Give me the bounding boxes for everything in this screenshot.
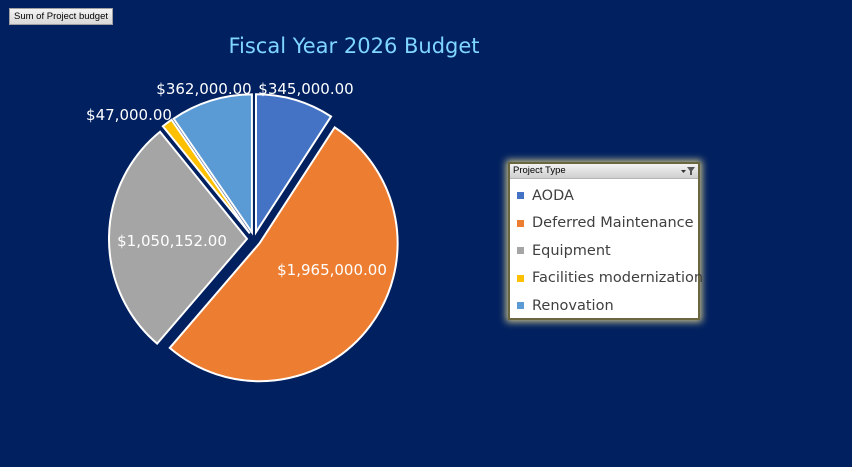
- pie-slice-aoda[interactable]: [254, 93, 333, 236]
- legend-label: Deferred Maintenance: [532, 215, 694, 232]
- legend-label: AODA: [532, 187, 574, 204]
- chart-title: Fiscal Year 2026 Budget: [228, 34, 480, 58]
- legend-label: Facilities modernization: [532, 270, 704, 287]
- legend-header: Project Type: [510, 164, 698, 179]
- legend-item-renovation[interactable]: Renovation: [510, 292, 698, 320]
- pie-slice-equipment[interactable]: [108, 130, 249, 346]
- legend-item-facilities-modernization[interactable]: Facilities modernization: [510, 265, 703, 293]
- legend-header-label: Project Type: [513, 165, 566, 176]
- data-label-equipment: $1,050,152.00: [117, 232, 227, 250]
- legend-label: Equipment: [532, 242, 611, 259]
- legend-item-deferred-maintenance[interactable]: Deferred Maintenance: [510, 210, 698, 238]
- filter-dropdown-icon[interactable]: [680, 165, 696, 177]
- data-label-facilities-modernization: $47,000.00: [86, 106, 172, 124]
- data-label-renovation: $362,000.00: [156, 80, 251, 98]
- legend-item-equipment[interactable]: Equipment: [510, 237, 698, 265]
- legend-items: AODA Deferred Maintenance Equipment Facilit…: [510, 179, 703, 320]
- pie-slice-deferred-maintenance[interactable]: [168, 126, 399, 383]
- legend-item-aoda[interactable]: AODA: [510, 182, 698, 210]
- legend[interactable]: Project Type AODA Deferred Maintenance Equ…: [510, 164, 703, 320]
- data-label-deferred-maintenance: $1,965,000.00: [277, 261, 387, 279]
- pie-slice-renovation[interactable]: [172, 93, 253, 236]
- legend-swatch: [517, 219, 524, 227]
- field-button-sum-of-project-budget[interactable]: Sum of Project budget: [9, 8, 113, 25]
- data-label-aoda: $345,000.00: [258, 80, 353, 98]
- legend-label: Renovation: [532, 297, 614, 314]
- pie-slice-facilities-modernization[interactable]: [161, 118, 251, 235]
- legend-swatch: [517, 247, 524, 255]
- legend-swatch: [517, 192, 524, 200]
- legend-swatch: [517, 274, 524, 282]
- legend-swatch: [517, 302, 524, 310]
